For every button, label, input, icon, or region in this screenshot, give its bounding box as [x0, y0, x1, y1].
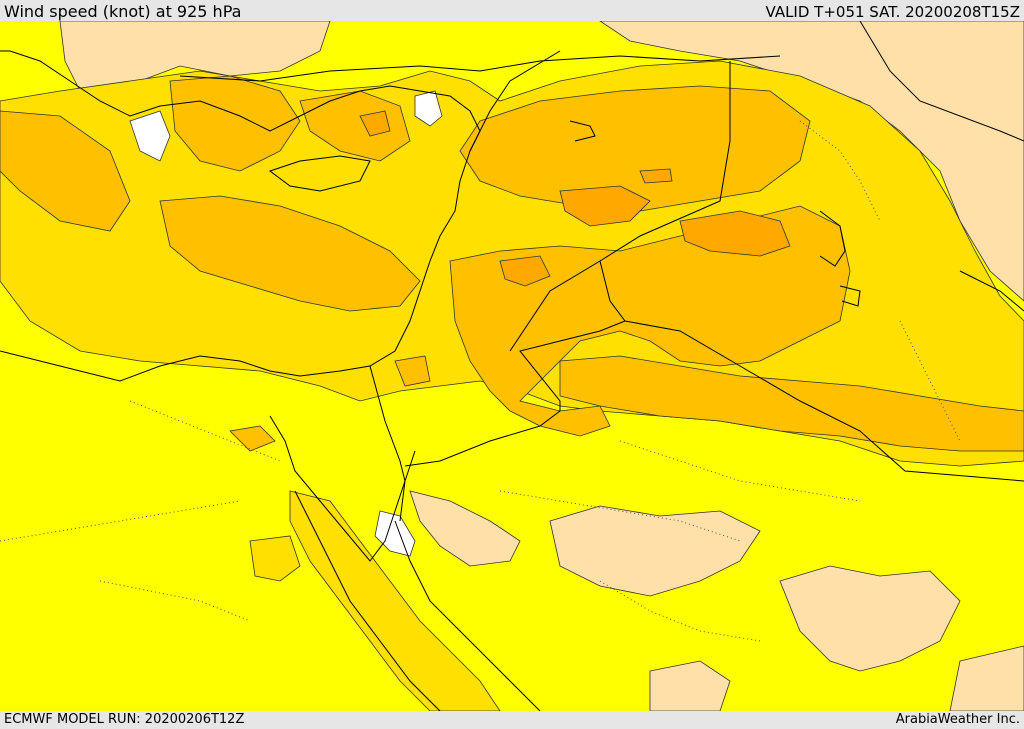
- header-bar: Wind speed (knot) at 925 hPa VALID T+051…: [0, 0, 1024, 21]
- coastlines: [0, 50, 861, 711]
- map-title: Wind speed (knot) at 925 hPa: [4, 2, 242, 21]
- valid-time-label: VALID T+051 SAT. 20200208T15Z: [765, 3, 1020, 21]
- strongest-wind-areas: [359, 110, 791, 287]
- credit-label: ArabiaWeather Inc.: [895, 712, 1020, 727]
- strong-wind-areas: [0, 75, 1024, 452]
- model-run-label: ECMWF MODEL RUN: 20200206T12Z: [4, 712, 245, 727]
- administrative-boundaries: [0, 120, 961, 642]
- map-canvas: [0, 21, 1024, 711]
- footer-bar: ECMWF MODEL RUN: 20200206T12Z ArabiaWeat…: [0, 711, 1024, 729]
- calm-areas: [129, 90, 443, 557]
- wind-speed-map: [0, 21, 1024, 711]
- political-borders: [179, 21, 1024, 522]
